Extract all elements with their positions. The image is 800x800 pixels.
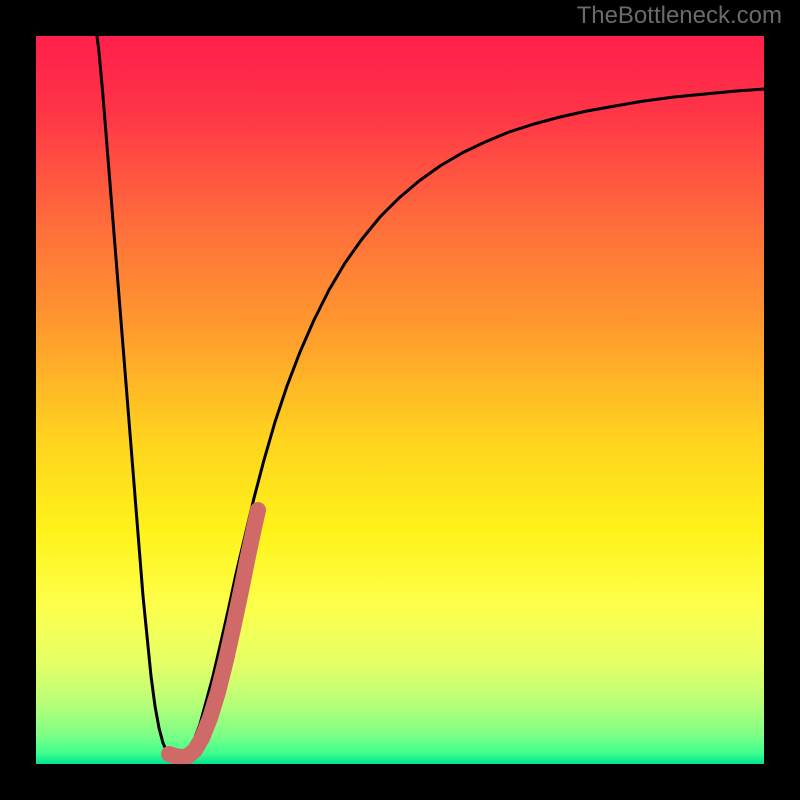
bottleneck-curve-black (97, 36, 764, 759)
curve-overlay (36, 36, 764, 764)
watermark-text: TheBottleneck.com (577, 2, 782, 30)
highlight-segment (169, 510, 258, 757)
plot-area (36, 36, 764, 764)
chart-container: TheBottleneck.com (0, 0, 800, 800)
